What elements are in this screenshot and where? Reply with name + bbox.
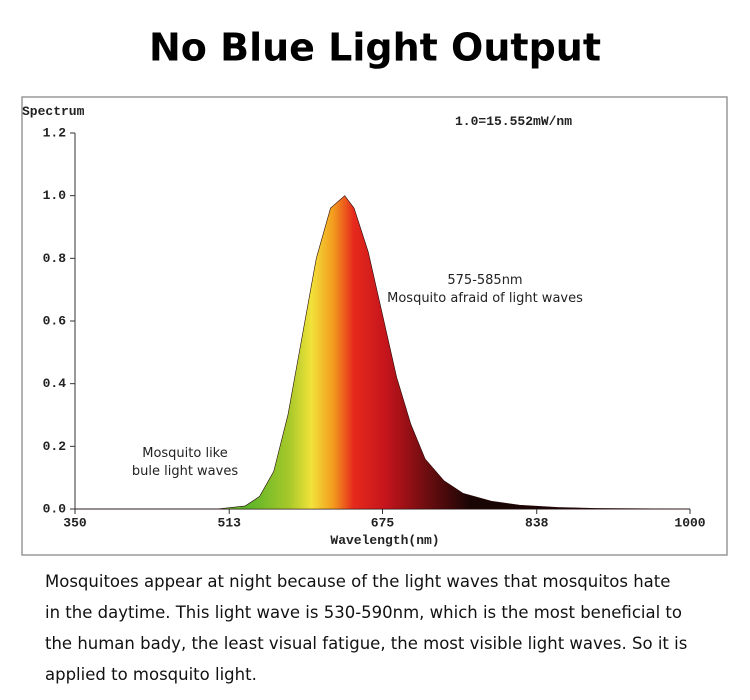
chart: No Blue Light Output Spectrum 1.0=15.552… bbox=[21, 26, 728, 556]
annotation: Mosquito like bbox=[142, 446, 228, 461]
description-line: applied to mosquito light. bbox=[45, 665, 257, 684]
y-tick-label: 0.8 bbox=[43, 251, 67, 266]
y-tick-label: 1.2 bbox=[43, 125, 67, 140]
plot: 0.0 0.2 0.4 0.6 0.8 1.0 1.2 350 513 675 838 1000 bbox=[43, 125, 706, 530]
x-tick-label: 513 bbox=[218, 515, 242, 530]
description-line: the human bady, the least visual fatigue… bbox=[45, 634, 688, 653]
y-tick-label: 0.6 bbox=[43, 313, 67, 328]
chart-title: No Blue Light Output bbox=[149, 26, 601, 70]
y-tick-label: 0.4 bbox=[43, 376, 67, 391]
chart-note: 1.0=15.552mW/nm bbox=[455, 114, 572, 129]
chart-frame bbox=[21, 96, 728, 556]
spectrum-area bbox=[75, 195, 691, 510]
description-line: in the daytime. This light wave is 530-5… bbox=[45, 603, 682, 622]
y-tick-label: 1.0 bbox=[43, 188, 67, 203]
x-tick-label: 838 bbox=[525, 515, 549, 530]
x-tick-label: 350 bbox=[63, 515, 87, 530]
y-axis-label: Spectrum bbox=[22, 104, 85, 119]
annotation: Mosquito afraid of light waves bbox=[387, 291, 583, 306]
annotation: bule light waves bbox=[132, 464, 238, 479]
description: Mosquitoes appear at night because of th… bbox=[45, 566, 745, 690]
y-tick-label: 0.0 bbox=[43, 501, 67, 516]
y-tick-label: 0.2 bbox=[43, 439, 67, 454]
x-tick-label: 1000 bbox=[674, 515, 705, 530]
x-axis-label: Wavelength(nm) bbox=[330, 533, 439, 548]
annotation: 575-585nm bbox=[447, 273, 522, 288]
description-line: Mosquitoes appear at night because of th… bbox=[45, 572, 671, 591]
x-tick-label: 675 bbox=[371, 515, 395, 530]
